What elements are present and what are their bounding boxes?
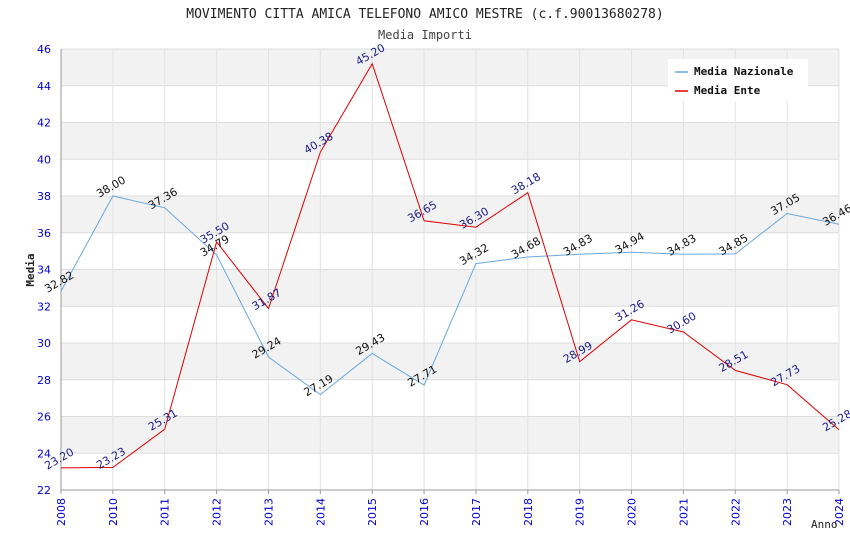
- grid-band: [61, 196, 839, 233]
- data-label: 30.60: [665, 309, 699, 336]
- legend-label-nazionale: Media Nazionale: [694, 65, 794, 78]
- x-tick-label: 2012: [211, 498, 224, 526]
- x-tick-label: 2010: [107, 498, 120, 526]
- legend-box: [668, 59, 808, 101]
- y-tick-label: 26: [37, 411, 51, 424]
- y-tick-labels: 22 24 26 28 30 32 34 36 38 40 42 44 46: [37, 43, 51, 497]
- y-tick-label: 28: [37, 374, 51, 387]
- y-tick-label: 34: [37, 264, 51, 277]
- y-tick-label: 32: [37, 300, 51, 313]
- series-line-media-ente: [60, 62, 840, 469]
- x-tick-label: 2013: [262, 498, 275, 526]
- data-label: 38.18: [509, 170, 543, 197]
- y-tick-label: 42: [37, 117, 51, 130]
- x-tick-label: 2020: [626, 498, 639, 526]
- x-tick-label: 2016: [418, 498, 431, 526]
- y-tick-label: 38: [37, 190, 51, 203]
- x-tick-label: 2024: [833, 498, 846, 526]
- grid-band: [61, 343, 839, 380]
- legend: Media Nazionale Media Ente: [668, 59, 808, 101]
- x-tick-label: 2023: [781, 498, 794, 526]
- x-tick-label: 2022: [729, 498, 742, 526]
- y-tick-label: 30: [37, 337, 51, 350]
- y-tick-label: 46: [37, 43, 51, 56]
- y-tick-label: 22: [37, 484, 51, 497]
- x-axis-label: Anno: [811, 518, 838, 531]
- x-tick-label: 2014: [314, 498, 327, 526]
- y-tick-label: 36: [37, 227, 51, 240]
- x-tick-label: 2008: [55, 498, 68, 526]
- y-axis-label: Media: [24, 253, 37, 286]
- x-tick-label: 2015: [366, 498, 379, 526]
- grid-band: [61, 122, 839, 160]
- x-tick-label: 2019: [574, 498, 587, 526]
- y-tick-label: 40: [37, 153, 51, 166]
- legend-label-ente: Media Ente: [694, 84, 761, 97]
- grid-band: [61, 269, 839, 307]
- grid-band: [61, 416, 839, 454]
- x-tick-labels: 2008 2010 2011 2012 2013 2014 2015 2016 2017 2018…: [55, 498, 846, 526]
- x-tick-label: 2011: [159, 498, 172, 526]
- x-tick-label: 2018: [522, 498, 535, 526]
- x-tick-label: 2021: [677, 498, 690, 526]
- series-line-media-nazionale: [60, 195, 840, 396]
- y-tick-label: 44: [37, 80, 51, 93]
- gridlines: [60, 48, 840, 491]
- x-tick-label: 2017: [470, 498, 483, 526]
- data-label: 34.32: [457, 241, 491, 268]
- chart-subtitle: Media Importi: [378, 28, 472, 42]
- series-lines: [60, 62, 840, 469]
- data-label: 34.83: [665, 232, 699, 259]
- chart-title: MOVIMENTO CITTA AMICA TELEFONO AMICO MES…: [186, 7, 663, 22]
- axes: [60, 49, 840, 494]
- y-tick-label: 24: [37, 447, 51, 460]
